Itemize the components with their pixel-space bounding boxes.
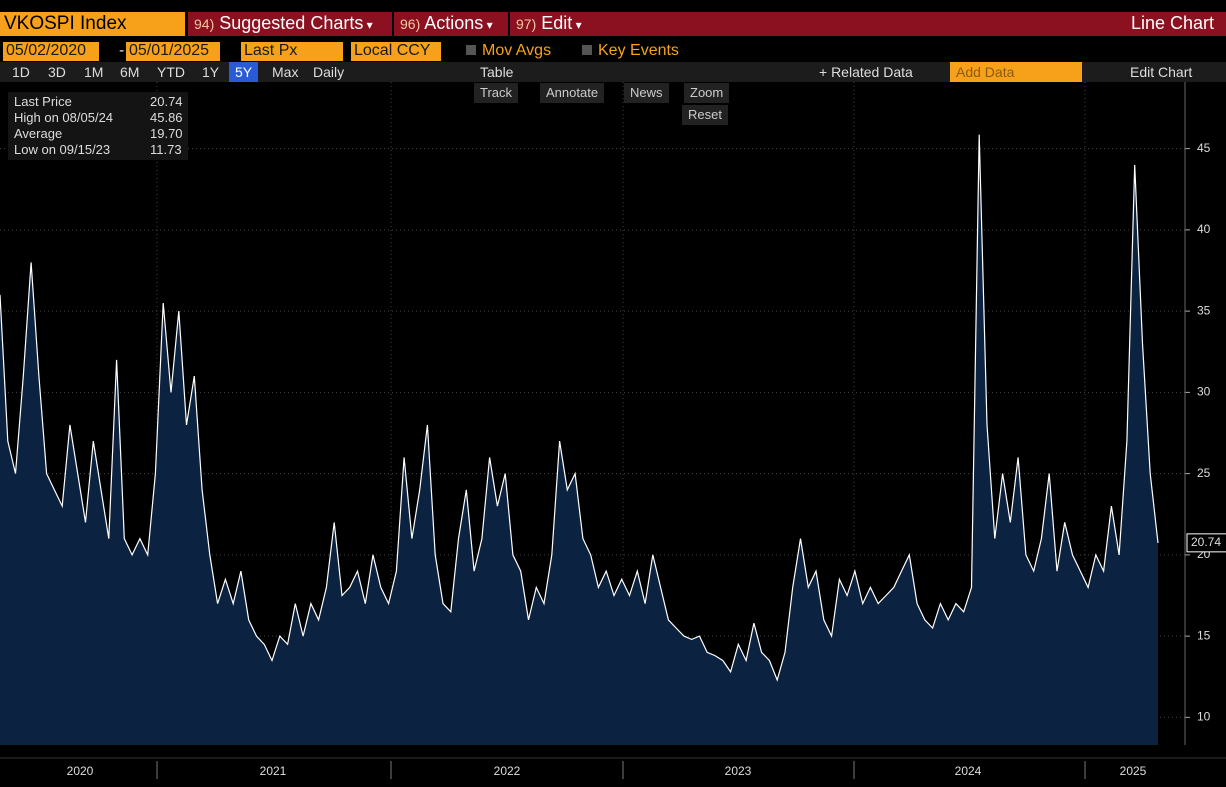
period-button[interactable]: YTD — [157, 64, 185, 80]
x-tick-label: 2023 — [725, 764, 752, 778]
field[interactable]: Last Px — [241, 42, 343, 61]
y-tick-label: 40 — [1197, 222, 1211, 236]
period-button[interactable]: 1D — [12, 64, 30, 80]
period-button[interactable]: 1M — [84, 64, 104, 80]
y-tick-label: 10 — [1197, 710, 1211, 724]
menu-label: Suggested Charts — [219, 13, 364, 33]
legend-label: Low on 09/15/23 — [14, 142, 111, 157]
range-separator: - — [119, 42, 125, 59]
area-fill — [0, 134, 1158, 746]
y-tick-label: 35 — [1197, 303, 1211, 317]
tool-button[interactable]: News — [624, 83, 669, 103]
currency[interactable]: Local CCY — [351, 42, 441, 61]
legend-value: 11.73 — [150, 142, 182, 157]
menu-num: 96) — [400, 16, 421, 32]
menu-label: Actions — [424, 13, 484, 33]
tool-button[interactable]: Track — [474, 83, 519, 103]
period-button[interactable]: 1Y — [202, 64, 220, 80]
period-button[interactable]: 5Y — [229, 62, 259, 82]
tool-button[interactable]: Reset — [682, 105, 728, 125]
menu-label: Edit — [541, 13, 573, 33]
last-price-tag — [1186, 533, 1226, 553]
legend-label: Average — [14, 126, 63, 141]
x-tick-label: 2025 — [1120, 764, 1147, 778]
chart-kind: Line Chart — [1130, 13, 1214, 33]
legend-value: 19.70 — [150, 126, 183, 141]
frequency[interactable]: Daily — [313, 64, 345, 80]
y-tick-label: 45 — [1197, 141, 1211, 155]
menu[interactable]: 96) Actions — [392, 12, 499, 36]
add-data[interactable]: Add Data — [950, 62, 1082, 82]
table-button[interactable]: Table — [480, 64, 514, 80]
last-price-label: 20.74 — [1191, 535, 1221, 549]
tool-button[interactable]: Zoom — [684, 83, 730, 103]
y-tick-label: 30 — [1197, 385, 1211, 399]
checkbox[interactable]: Mov Avgs — [463, 42, 554, 61]
legend-value: 45.86 — [150, 110, 183, 125]
toolbar — [0, 62, 1226, 82]
line — [0, 134, 1159, 682]
legend-label: High on 08/05/24 — [14, 110, 114, 125]
y-tick-label: 25 — [1197, 466, 1211, 480]
checkbox[interactable]: Key Events — [579, 42, 682, 61]
menu-num: 94) — [194, 16, 215, 32]
edit-chart[interactable]: Edit Chart — [1130, 64, 1193, 80]
ticker[interactable]: VKOSPI Index — [0, 12, 185, 36]
menu-num: 97) — [516, 16, 537, 32]
x-tick-label: 2024 — [955, 764, 982, 778]
x-tick-label: 2022 — [494, 764, 521, 778]
end-date[interactable]: 05/01/2025 — [126, 42, 220, 61]
legend-value: 20.74 — [150, 94, 183, 109]
period-button[interactable]: Max — [272, 64, 299, 80]
menu[interactable]: 97) Edit — [508, 12, 588, 36]
start-date[interactable]: 05/02/2020 — [3, 42, 99, 61]
period-button[interactable]: 3D — [48, 64, 66, 80]
tool-button[interactable]: Annotate — [540, 83, 605, 103]
y-tick-label: 15 — [1197, 628, 1211, 642]
x-tick-label: 2020 — [67, 764, 94, 778]
legend-label: Last Price — [14, 94, 72, 109]
related-data[interactable]: + Related Data — [819, 64, 913, 80]
menu[interactable]: 94) Suggested Charts — [186, 12, 379, 36]
legend — [8, 92, 188, 160]
period-button[interactable]: 6M — [120, 64, 140, 80]
x-tick-label: 2021 — [260, 764, 287, 778]
